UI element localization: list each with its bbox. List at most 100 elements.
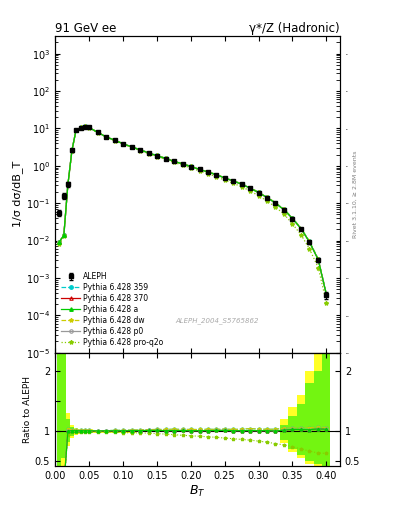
Pythia 6.428 p0	[307, 239, 312, 245]
Pythia 6.428 359	[290, 215, 295, 221]
Pythia 6.428 359	[66, 181, 70, 187]
Pythia 6.428 359	[61, 232, 66, 238]
Pythia 6.428 pro-q2o	[307, 246, 312, 252]
Pythia 6.428 dw	[282, 206, 286, 212]
Pythia 6.428 a	[103, 134, 108, 140]
Pythia 6.428 370	[188, 163, 193, 169]
Pythia 6.428 dw	[171, 158, 176, 164]
Pythia 6.428 370	[307, 239, 312, 245]
Text: ALEPH_2004_S5765862: ALEPH_2004_S5765862	[176, 317, 259, 325]
Y-axis label: Rivet 3.1.10, ≥ 2.8M events: Rivet 3.1.10, ≥ 2.8M events	[353, 151, 358, 238]
Pythia 6.428 p0	[290, 216, 295, 222]
Pythia 6.428 370	[146, 150, 151, 156]
Pythia 6.428 pro-q2o	[95, 130, 100, 136]
Pythia 6.428 dw	[83, 123, 87, 130]
Pythia 6.428 dw	[307, 239, 312, 245]
Pythia 6.428 370	[171, 158, 176, 164]
Pythia 6.428 359	[163, 155, 168, 161]
Pythia 6.428 dw	[79, 124, 83, 131]
Line: Pythia 6.428 pro-q2o: Pythia 6.428 pro-q2o	[57, 124, 329, 305]
Pythia 6.428 359	[154, 153, 159, 159]
Pythia 6.428 370	[205, 169, 210, 175]
Pythia 6.428 pro-q2o	[290, 221, 295, 227]
Pythia 6.428 359	[74, 127, 79, 133]
Pythia 6.428 pro-q2o	[273, 204, 278, 210]
Y-axis label: Ratio to ALEPH: Ratio to ALEPH	[23, 376, 32, 443]
Pythia 6.428 a	[163, 156, 168, 162]
Pythia 6.428 p0	[129, 144, 134, 150]
Pythia 6.428 370	[299, 226, 304, 232]
Pythia 6.428 a	[86, 124, 91, 131]
Pythia 6.428 dw	[290, 215, 295, 221]
Pythia 6.428 pro-q2o	[180, 162, 185, 168]
Pythia 6.428 a	[112, 137, 117, 143]
Pythia 6.428 dw	[299, 225, 304, 231]
Pythia 6.428 370	[265, 195, 270, 201]
Pythia 6.428 359	[324, 291, 329, 297]
Pythia 6.428 pro-q2o	[222, 177, 227, 183]
Pythia 6.428 dw	[112, 137, 117, 143]
Pythia 6.428 359	[95, 130, 100, 136]
Line: Pythia 6.428 a: Pythia 6.428 a	[57, 125, 328, 296]
Pythia 6.428 a	[231, 178, 236, 184]
Pythia 6.428 pro-q2o	[214, 174, 219, 180]
Pythia 6.428 p0	[214, 172, 219, 178]
Pythia 6.428 359	[112, 137, 117, 143]
Pythia 6.428 370	[239, 181, 244, 187]
Pythia 6.428 370	[112, 137, 117, 143]
Pythia 6.428 p0	[138, 147, 142, 153]
Pythia 6.428 p0	[265, 195, 270, 201]
Line: Pythia 6.428 359: Pythia 6.428 359	[57, 125, 328, 296]
Pythia 6.428 dw	[163, 155, 168, 161]
Pythia 6.428 370	[79, 124, 83, 131]
Pythia 6.428 359	[248, 185, 253, 191]
Pythia 6.428 pro-q2o	[74, 127, 79, 134]
Pythia 6.428 370	[66, 181, 70, 187]
Pythia 6.428 pro-q2o	[70, 147, 74, 154]
Line: Pythia 6.428 370: Pythia 6.428 370	[57, 125, 328, 296]
Pythia 6.428 pro-q2o	[138, 147, 142, 154]
Text: γ*/Z (Hadronic): γ*/Z (Hadronic)	[249, 22, 340, 35]
Pythia 6.428 a	[316, 257, 321, 263]
Pythia 6.428 359	[146, 150, 151, 156]
Line: Pythia 6.428 p0: Pythia 6.428 p0	[57, 125, 328, 296]
Pythia 6.428 a	[299, 226, 304, 232]
Pythia 6.428 a	[290, 216, 295, 222]
Pythia 6.428 370	[163, 156, 168, 162]
Pythia 6.428 359	[121, 140, 125, 146]
Pythia 6.428 370	[180, 161, 185, 167]
Pythia 6.428 p0	[79, 124, 83, 131]
Pythia 6.428 370	[61, 232, 66, 238]
Pythia 6.428 dw	[265, 194, 270, 200]
Pythia 6.428 359	[256, 189, 261, 196]
Pythia 6.428 370	[138, 147, 142, 153]
Pythia 6.428 dw	[324, 291, 329, 297]
Pythia 6.428 pro-q2o	[324, 300, 329, 306]
Pythia 6.428 p0	[121, 141, 125, 147]
Pythia 6.428 pro-q2o	[112, 138, 117, 144]
Pythia 6.428 a	[307, 239, 312, 245]
Pythia 6.428 370	[74, 127, 79, 133]
Pythia 6.428 a	[121, 141, 125, 147]
Pythia 6.428 359	[197, 166, 202, 172]
Pythia 6.428 a	[66, 181, 70, 187]
Pythia 6.428 a	[138, 147, 142, 153]
Pythia 6.428 dw	[57, 239, 61, 245]
Pythia 6.428 p0	[248, 185, 253, 191]
Pythia 6.428 p0	[299, 226, 304, 232]
Pythia 6.428 a	[282, 207, 286, 213]
Pythia 6.428 a	[154, 153, 159, 159]
Pythia 6.428 359	[180, 160, 185, 166]
Pythia 6.428 dw	[61, 232, 66, 238]
Pythia 6.428 pro-q2o	[299, 232, 304, 238]
Pythia 6.428 a	[188, 163, 193, 169]
Pythia 6.428 359	[57, 239, 61, 245]
Pythia 6.428 359	[222, 175, 227, 181]
Pythia 6.428 a	[205, 169, 210, 175]
Pythia 6.428 a	[222, 175, 227, 181]
Pythia 6.428 370	[70, 147, 74, 153]
Pythia 6.428 dw	[248, 185, 253, 191]
Pythia 6.428 pro-q2o	[57, 241, 61, 247]
Pythia 6.428 dw	[103, 134, 108, 140]
Pythia 6.428 p0	[74, 127, 79, 133]
